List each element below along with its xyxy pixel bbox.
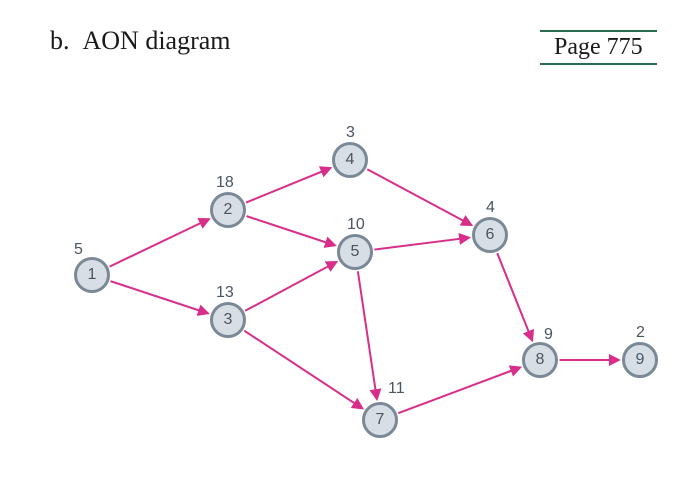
node-ext-label-1: 5 <box>74 241 83 259</box>
node-ext-label-5: 10 <box>347 216 365 234</box>
node-ext-label-6: 4 <box>486 199 495 217</box>
node-ext-label-3: 13 <box>216 284 234 302</box>
edge-1-2 <box>110 219 209 266</box>
node-ext-label-2: 18 <box>216 174 234 192</box>
node-ext-label-4: 3 <box>346 124 355 142</box>
edge-5-7 <box>358 271 377 398</box>
node-ext-label-8: 9 <box>544 326 553 344</box>
edge-2-4 <box>246 168 330 202</box>
edge-label-5-7: 11 <box>388 380 405 398</box>
edge-1-3 <box>111 281 208 313</box>
edge-7-8 <box>398 368 520 414</box>
edge-6-8 <box>497 253 532 340</box>
node-9: 9 <box>622 342 658 378</box>
node-2: 2 <box>210 192 246 228</box>
node-5: 5 <box>337 234 373 270</box>
node-1: 1 <box>74 257 110 293</box>
node-ext-label-9: 2 <box>636 324 645 342</box>
edge-3-7 <box>244 331 362 408</box>
node-8: 8 <box>522 342 558 378</box>
edge-4-6 <box>367 169 471 225</box>
edge-5-6 <box>374 238 468 250</box>
edge-3-5 <box>245 262 336 311</box>
node-6: 6 <box>472 217 508 253</box>
node-7: 7 <box>362 402 398 438</box>
node-4: 4 <box>332 142 368 178</box>
node-3: 3 <box>210 302 246 338</box>
edge-2-5 <box>247 216 335 245</box>
